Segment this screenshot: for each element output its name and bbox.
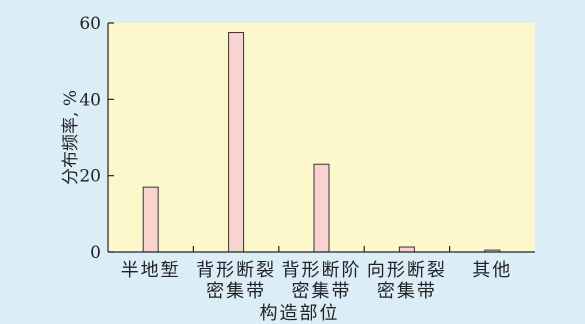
y-tick-label: 0 — [90, 243, 101, 263]
x-tick-label: 半地堑 — [121, 260, 181, 281]
x-tick-label: 密集带 — [377, 281, 437, 302]
x-tick-label: 其他 — [472, 260, 512, 281]
bar — [313, 163, 330, 253]
y-ticks-group: 0 20 40 60 — [79, 14, 114, 263]
x-ticks-group — [192, 246, 451, 252]
y-tick-label: 60 — [79, 14, 101, 34]
y-axis-title: 分布频率, % — [61, 90, 81, 185]
x-tick-label: 向形断裂 — [367, 260, 447, 281]
x-tick-label: 密集带 — [206, 281, 266, 302]
x-tick-label: 背形断阶 — [282, 260, 362, 281]
x-axis-title: 构造部位 — [260, 303, 340, 324]
bar — [142, 186, 159, 253]
x-tick-label: 密集带 — [292, 281, 352, 302]
bars-group — [142, 32, 501, 253]
bar — [398, 246, 415, 253]
x-tick-label: 背形断裂 — [196, 260, 276, 281]
bar — [228, 32, 245, 253]
y-tick-label: 40 — [79, 90, 101, 110]
y-tick-label: 20 — [79, 167, 101, 187]
